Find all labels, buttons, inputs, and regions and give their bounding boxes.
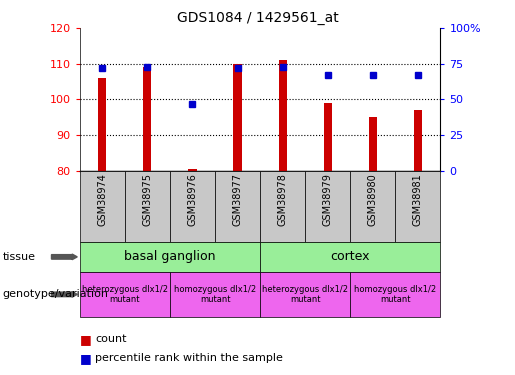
Text: percentile rank within the sample: percentile rank within the sample [95, 353, 283, 363]
Bar [260, 171, 305, 242]
Bar [125, 171, 170, 242]
Text: GSM38981: GSM38981 [413, 174, 423, 226]
Bar [143, 68, 151, 171]
Bar [350, 272, 440, 317]
Text: heterozygous dlx1/2
mutant: heterozygous dlx1/2 mutant [262, 285, 348, 304]
Bar [350, 171, 396, 242]
Bar [323, 103, 332, 171]
Bar [305, 171, 350, 242]
Bar [188, 169, 197, 171]
Text: count: count [95, 334, 127, 344]
Bar [260, 272, 350, 317]
Bar [215, 171, 260, 242]
Bar [369, 117, 377, 171]
Text: GSM38975: GSM38975 [143, 174, 152, 226]
Bar [170, 272, 260, 317]
Bar [98, 78, 107, 171]
Bar [260, 242, 440, 272]
Text: tissue: tissue [3, 252, 36, 262]
Bar [80, 272, 170, 317]
Text: GSM38980: GSM38980 [368, 174, 377, 226]
Text: GSM38979: GSM38979 [323, 174, 333, 226]
Text: homozygous dlx1/2
mutant: homozygous dlx1/2 mutant [174, 285, 256, 304]
Bar [80, 171, 125, 242]
Text: homozygous dlx1/2
mutant: homozygous dlx1/2 mutant [354, 285, 436, 304]
Text: ■: ■ [80, 333, 92, 346]
Text: ■: ■ [80, 352, 92, 364]
Bar [414, 110, 422, 171]
Bar [396, 171, 440, 242]
Bar [80, 242, 260, 272]
Text: GSM38978: GSM38978 [278, 174, 287, 226]
Bar [233, 64, 242, 171]
Text: GSM38977: GSM38977 [233, 174, 243, 226]
Text: GSM38976: GSM38976 [187, 174, 197, 226]
Text: heterozygous dlx1/2
mutant: heterozygous dlx1/2 mutant [82, 285, 168, 304]
Text: cortex: cortex [331, 251, 370, 263]
Text: GSM38974: GSM38974 [97, 174, 107, 226]
Text: basal ganglion: basal ganglion [124, 251, 216, 263]
Bar [279, 60, 287, 171]
Text: genotype/variation: genotype/variation [3, 290, 109, 299]
Text: GDS1084 / 1429561_at: GDS1084 / 1429561_at [177, 11, 338, 25]
Bar [170, 171, 215, 242]
